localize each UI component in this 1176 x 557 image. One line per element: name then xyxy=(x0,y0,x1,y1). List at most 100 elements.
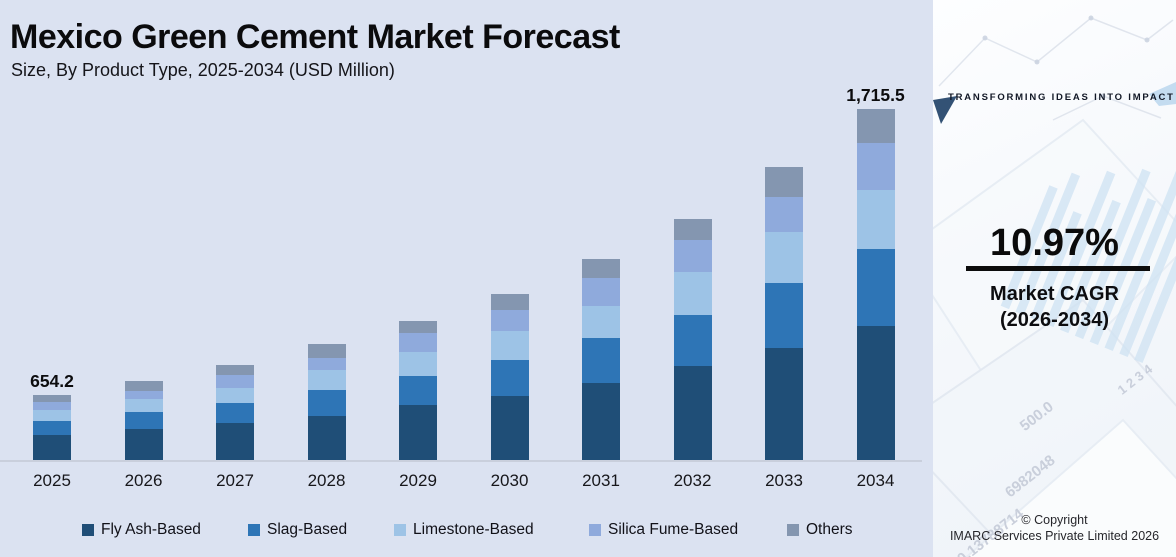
segment-limestone-based xyxy=(399,352,437,376)
legend-swatch xyxy=(394,524,406,536)
x-tick-2030: 2030 xyxy=(490,471,529,490)
bar-2033 xyxy=(765,167,803,461)
segment-slag-based xyxy=(490,360,529,396)
legend-swatch xyxy=(787,524,799,536)
segment-others xyxy=(490,294,529,310)
bar-2030 xyxy=(490,294,529,461)
legend-label: Silica Fume-Based xyxy=(608,521,739,538)
segment-fly-ash-based xyxy=(216,423,254,461)
blue-wedge xyxy=(1149,82,1176,106)
x-tick-2025: 2025 xyxy=(33,471,71,490)
segment-others xyxy=(216,365,254,375)
copyright-line: © Copyright xyxy=(1021,513,1088,527)
segment-others xyxy=(673,219,712,240)
segment-slag-based xyxy=(216,403,254,423)
segment-limestone-based xyxy=(765,232,803,283)
segment-limestone-based xyxy=(307,370,346,390)
segment-fly-ash-based xyxy=(856,326,895,461)
bar-2028 xyxy=(307,344,346,461)
segment-fly-ash-based xyxy=(582,383,620,461)
segment-slag-based xyxy=(33,421,71,435)
segment-fly-ash-based xyxy=(307,416,346,461)
chart-legend: Fly Ash-Based Slag-Based Limestone-Based Si… xyxy=(82,521,853,539)
legend-label: Slag-Based xyxy=(267,521,348,538)
bar-2027 xyxy=(216,365,254,461)
segment-silica-fume-based xyxy=(582,278,620,306)
x-tick-2032: 2032 xyxy=(673,471,712,490)
page-subtitle: Size, By Product Type, 2025-2034 (USD Mi… xyxy=(11,60,395,80)
legend-swatch xyxy=(248,524,260,536)
segment-slag-based xyxy=(307,390,346,416)
segment-silica-fume-based xyxy=(307,358,346,370)
segment-others xyxy=(124,381,163,391)
cagr-value: 10.97% xyxy=(990,222,1119,264)
cagr-label: Market CAGR xyxy=(990,283,1119,305)
bar-2034 xyxy=(856,109,895,461)
cagr-underline xyxy=(966,266,1150,271)
segment-fly-ash-based xyxy=(490,396,529,461)
segment-others xyxy=(33,395,71,402)
stacked-bar-chart: 2025 2026 2027 2028 2029 2030 2031 2032 2033 2034… xyxy=(30,85,905,490)
segment-limestone-based xyxy=(216,388,254,403)
legend-swatch xyxy=(589,524,601,536)
legend-label: Others xyxy=(806,521,853,538)
segment-silica-fume-based xyxy=(33,402,71,410)
legend-item-fly-ash-based: Fly Ash-Based xyxy=(82,521,201,539)
x-axis-line xyxy=(0,460,922,462)
x-tick-2031: 2031 xyxy=(582,471,620,490)
segment-fly-ash-based xyxy=(33,435,71,461)
segment-slag-based xyxy=(673,315,712,366)
segment-slag-based xyxy=(856,249,895,326)
segment-slag-based xyxy=(582,338,620,383)
legend-item-silica-fume-based: Silica Fume-Based xyxy=(589,521,738,539)
bar-2025 xyxy=(33,395,71,461)
navy-wedge xyxy=(933,96,957,124)
segment-silica-fume-based xyxy=(124,391,163,399)
legend-item-others: Others xyxy=(787,521,853,539)
segment-others xyxy=(765,167,803,197)
x-tick-2029: 2029 xyxy=(399,471,437,490)
segment-others xyxy=(307,344,346,358)
value-label-2034: 1,715.5 xyxy=(846,85,905,105)
segment-slag-based xyxy=(399,376,437,405)
segment-silica-fume-based xyxy=(856,143,895,190)
segment-slag-based xyxy=(124,412,163,429)
segment-others xyxy=(856,109,895,143)
segment-fly-ash-based xyxy=(124,429,163,461)
page-title: Mexico Green Cement Market Forecast xyxy=(10,18,620,56)
legend-item-limestone-based: Limestone-Based xyxy=(394,521,534,539)
segment-others xyxy=(582,259,620,278)
decor-graphics xyxy=(933,15,1176,557)
legend-item-slag-based: Slag-Based xyxy=(248,521,347,539)
bar-2031 xyxy=(582,259,620,461)
copyright-company: IMARC Services Private Limited 2026 xyxy=(949,529,1160,543)
segment-silica-fume-based xyxy=(490,310,529,331)
segment-fly-ash-based xyxy=(673,366,712,461)
x-tick-2027: 2027 xyxy=(216,471,254,490)
segment-slag-based xyxy=(765,283,803,348)
legend-label: Limestone-Based xyxy=(413,521,534,538)
bar-2029 xyxy=(399,321,437,461)
x-tick-2026: 2026 xyxy=(124,471,163,490)
panel-decorations: 500.0 1 2 3 4 6982048 0.13788714 xyxy=(933,0,1176,557)
x-tick-2028: 2028 xyxy=(307,471,346,490)
segment-limestone-based xyxy=(856,190,895,249)
x-tick-2033: 2033 xyxy=(765,471,803,490)
imarc-tagline: TRANSFORMING IDEAS INTO IMPACT xyxy=(948,92,1175,103)
segment-fly-ash-based xyxy=(399,405,437,461)
x-tick-2034: 2034 xyxy=(856,471,895,490)
legend-swatch xyxy=(82,524,94,536)
segment-limestone-based xyxy=(673,272,712,315)
segment-fly-ash-based xyxy=(765,348,803,461)
segment-silica-fume-based xyxy=(399,333,437,352)
value-label-2025: 654.2 xyxy=(30,371,74,391)
bar-2026 xyxy=(124,381,163,461)
segment-limestone-based xyxy=(490,331,529,360)
legend-label: Fly Ash-Based xyxy=(101,521,201,538)
segment-silica-fume-based xyxy=(673,240,712,272)
segment-silica-fume-based xyxy=(216,375,254,388)
segment-limestone-based xyxy=(582,306,620,338)
bar-2032 xyxy=(673,219,712,461)
